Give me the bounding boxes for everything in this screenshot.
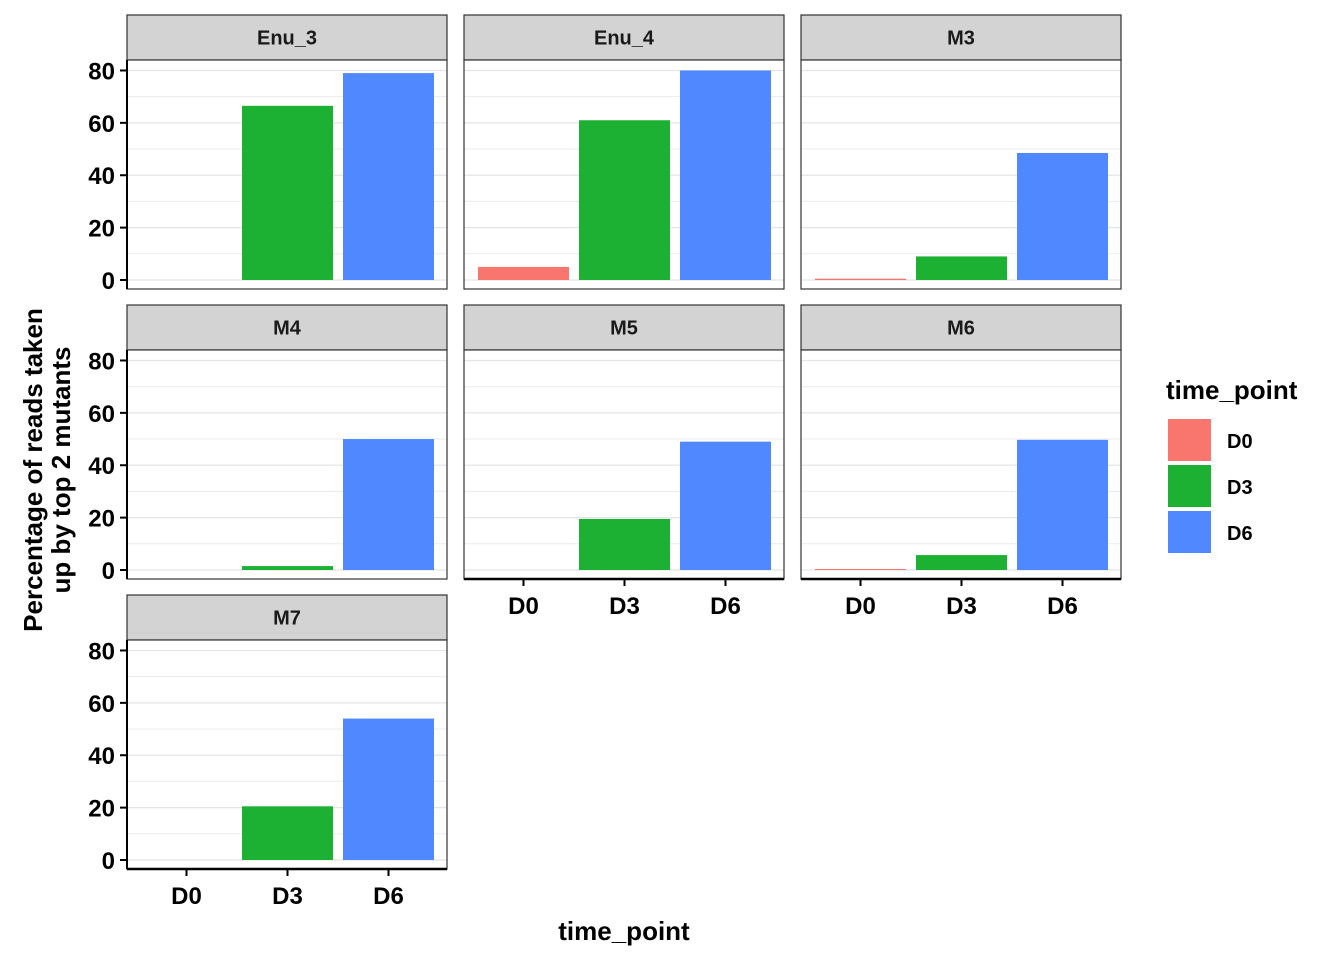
x-tick-label: D6	[373, 883, 404, 910]
facet-strip	[126, 304, 448, 351]
facet-strip	[126, 594, 448, 641]
facet-strip-label: M7	[273, 608, 301, 630]
bar-M6-D3	[916, 555, 1007, 570]
bar-M4-D3	[242, 566, 333, 570]
facet-strip	[463, 304, 785, 351]
panel-M3: M3	[800, 14, 1122, 290]
y-axis-title-line-1: Percentage of reads taken	[18, 308, 48, 632]
bar-M3-D0	[815, 278, 906, 280]
legend-label-D6: D6	[1227, 523, 1253, 545]
y-tick-label: 60	[88, 111, 115, 138]
y-axis-title: Percentage of reads taken up by top 2 mu…	[18, 308, 76, 632]
x-tick-label: D3	[272, 883, 303, 910]
x-tick-label: D0	[508, 593, 539, 620]
panel-M4: M4 0 20 40 60 80	[88, 304, 448, 585]
facet-strip	[463, 14, 785, 61]
facet-strip-label: Enu_3	[257, 28, 317, 50]
panel-Enu_3: Enu_3 0 20 40 60 80	[88, 14, 448, 295]
legend-label-D3: D3	[1227, 477, 1253, 499]
x-tick-label: D6	[1047, 593, 1078, 620]
bar-M5-D6	[680, 441, 771, 570]
panel-M6: M6 D0 D3 D6	[800, 304, 1122, 620]
bar-M6-D6	[1017, 439, 1108, 570]
facet-panels: Enu_3 0 20 40 60 80 Enu_4 M3 M4 0 20 40 60 80 M5 D0 D3 D6…	[88, 14, 1122, 910]
panel-M7: M7 0 20 40 60 80 D0 D3 D6	[88, 594, 448, 910]
bar-Enu_3-D3	[242, 105, 333, 280]
facet-strip-label: M3	[947, 28, 975, 50]
panel-M5: M5 D0 D3 D6	[463, 304, 785, 620]
panel-border	[800, 59, 1122, 290]
bar-Enu_3-D6	[343, 73, 434, 280]
facet-strip	[800, 304, 1122, 351]
bar-M6-D0	[815, 569, 906, 570]
y-tick-label: 40	[88, 743, 115, 770]
x-tick-label: D0	[171, 883, 202, 910]
facet-strip-label: M5	[610, 318, 638, 340]
facet-strip-label: M4	[273, 318, 302, 340]
y-tick-label: 60	[88, 401, 115, 428]
x-tick-label: D3	[946, 593, 977, 620]
bar-M7-D6	[343, 718, 434, 860]
y-tick-label: 80	[88, 638, 115, 665]
x-tick-label: D0	[845, 593, 876, 620]
panel-border	[463, 59, 785, 290]
legend-swatch-D3	[1168, 465, 1211, 507]
legend-title: time_point	[1166, 375, 1298, 405]
legend-swatch-D6	[1168, 511, 1211, 553]
y-tick-label: 80	[88, 348, 115, 375]
legend-label-D0: D0	[1227, 431, 1253, 453]
y-tick-label: 0	[102, 268, 115, 295]
facet-strip	[800, 14, 1122, 61]
bar-M7-D3	[242, 806, 333, 860]
bar-Enu_4-D0	[478, 266, 569, 280]
bar-M5-D3	[579, 518, 670, 570]
y-tick-label: 20	[88, 796, 115, 823]
y-tick-label: 20	[88, 216, 115, 243]
y-tick-label: 80	[88, 58, 115, 85]
bar-M3-D3	[916, 256, 1007, 280]
x-axis-title: time_point	[558, 916, 690, 946]
y-axis-title-line-2: up by top 2 mutants	[46, 347, 76, 594]
y-tick-label: 60	[88, 691, 115, 718]
y-tick-label: 0	[102, 848, 115, 875]
facet-strip	[126, 14, 448, 61]
panel-Enu_4: Enu_4	[463, 14, 785, 290]
facet-strip-label: Enu_4	[594, 28, 655, 50]
bar-M4-D6	[343, 439, 434, 570]
facet-strip-label: M6	[947, 318, 975, 340]
y-tick-label: 40	[88, 163, 115, 190]
legend: time_point D0 D3 D6	[1166, 375, 1298, 553]
y-tick-label: 40	[88, 453, 115, 480]
y-tick-label: 20	[88, 506, 115, 533]
legend-swatch-D0	[1168, 419, 1211, 461]
x-tick-label: D6	[710, 593, 741, 620]
bar-Enu_4-D3	[579, 120, 670, 280]
bar-M3-D6	[1017, 152, 1108, 280]
bar-Enu_4-D6	[680, 70, 771, 280]
y-tick-label: 0	[102, 558, 115, 585]
x-tick-label: D3	[609, 593, 640, 620]
